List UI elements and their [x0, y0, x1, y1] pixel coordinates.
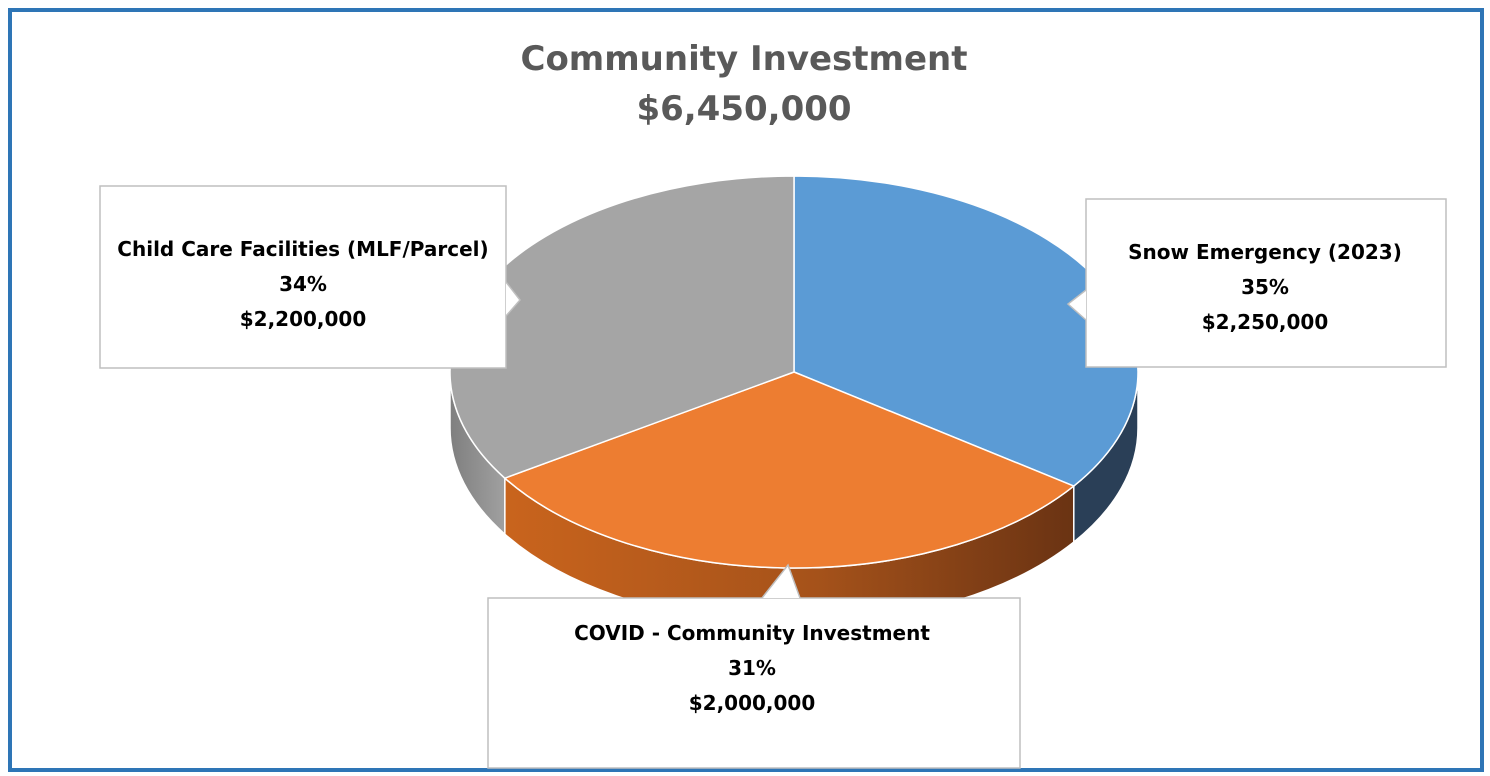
callout-category-snow: Snow Emergency (2023) [1128, 240, 1402, 264]
callout-percent-snow: 35% [1241, 275, 1289, 299]
callout-category-childcare: Child Care Facilities (MLF/Parcel) [117, 237, 488, 261]
callout-pointer-childcare [505, 281, 521, 317]
callout-value-snow: $2,250,000 [1202, 310, 1329, 334]
callout-childcare: Child Care Facilities (MLF/Parcel) 34% $2,… [99, 185, 521, 369]
chart-title: Community Investment [521, 39, 968, 79]
callout-category-covid: COVID - Community Investment [574, 621, 930, 645]
callout-covid: COVID - Community Investment 31% $2,000,00… [487, 563, 1021, 769]
pie-callouts: Snow Emergency (2023) 35% $2,250,000 COVID … [99, 185, 1447, 769]
callout-percent-covid: 31% [728, 656, 776, 680]
callout-snow: Snow Emergency (2023) 35% $2,250,000 [1066, 198, 1447, 368]
callout-value-childcare: $2,200,000 [240, 307, 367, 331]
callout-box-covid [487, 597, 1021, 769]
callout-value-covid: $2,000,000 [689, 691, 816, 715]
pie-tops [449, 175, 1139, 569]
chart-subtitle: $6,450,000 [636, 89, 851, 129]
callout-pointer-snow [1066, 289, 1087, 321]
callout-percent-childcare: 34% [279, 272, 327, 296]
callout-box-childcare [99, 185, 507, 369]
callout-box-snow [1085, 198, 1447, 368]
callout-pointer-covid [761, 563, 801, 599]
